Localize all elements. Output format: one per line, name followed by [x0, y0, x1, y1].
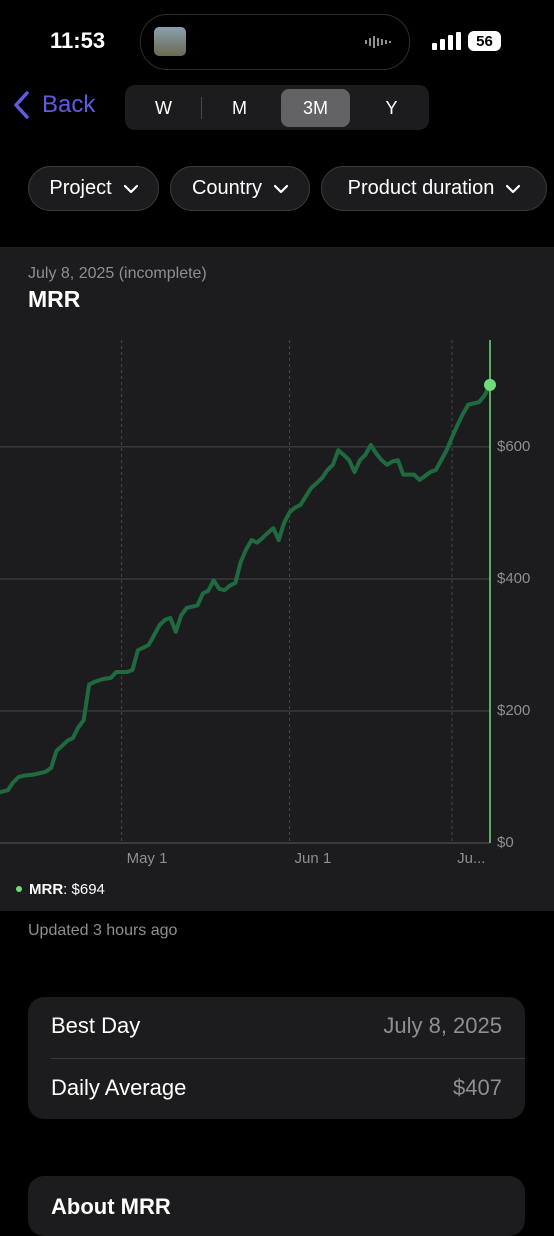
- y-tick-label: $400: [497, 570, 530, 587]
- segment-divider: [201, 97, 202, 119]
- segment[interactable]: Y: [385, 97, 398, 118]
- about-card: About MRR: [28, 1176, 525, 1236]
- segment[interactable]: W: [155, 97, 172, 118]
- chart: July 8, 2025 (incomplete) MRR $0 $200 $400…: [0, 247, 554, 911]
- row-divider: [51, 1058, 525, 1059]
- audio-wave: [365, 36, 391, 48]
- chevron-left: [14, 91, 29, 119]
- segmented-control: W M 3M Y: [125, 85, 429, 130]
- stats-card: Best Day July 8, 2025 Daily Average $407: [28, 997, 525, 1119]
- chevron-down: [506, 184, 521, 193]
- y-tick-label: $0: [497, 834, 514, 851]
- thumbnail: [154, 27, 186, 56]
- legend-swatch: [16, 886, 22, 892]
- stat-value: $407: [453, 1075, 502, 1100]
- legend-value: : $694: [63, 881, 105, 898]
- battery: 56: [468, 31, 501, 51]
- stat-value: July 8, 2025: [383, 1013, 502, 1038]
- chart-title: MRR: [28, 286, 81, 312]
- selected-point: [484, 378, 496, 391]
- screen: {"status": {"time": "11:53", "battery": …: [0, 14, 554, 1236]
- chevron-down: [123, 184, 138, 193]
- chevron-down: [274, 184, 289, 193]
- segment[interactable]: 3M: [281, 89, 350, 127]
- line: [0, 382, 492, 795]
- segment[interactable]: M: [232, 97, 247, 118]
- updated-label: Updated 3 hours ago: [28, 922, 178, 939]
- filter-label: Country: [191, 177, 263, 199]
- filter-button[interactable]: Country: [170, 166, 310, 211]
- signal: [432, 32, 461, 50]
- back-button[interactable]: Back: [12, 90, 95, 120]
- stat-label: Daily Average: [51, 1075, 187, 1100]
- x-tick-label: Jun 1: [295, 850, 332, 867]
- x-tick-label: Ju...: [457, 850, 485, 867]
- filter-button[interactable]: Project: [28, 166, 159, 211]
- filter-button[interactable]: Product duration: [321, 166, 547, 211]
- y-tick-label: $600: [497, 438, 530, 455]
- stat-label: Best Day: [51, 1013, 141, 1038]
- dynamic-island: [140, 14, 410, 70]
- x-tick-label: May 1: [127, 850, 168, 867]
- legend-name: MRR: [29, 881, 63, 898]
- chart-subtitle: July 8, 2025 (incomplete): [28, 265, 207, 282]
- time: 11:53: [50, 28, 106, 53]
- y-tick-label: $200: [497, 702, 530, 719]
- legend: MRR: $694: [29, 881, 105, 898]
- filter-label: Product duration: [347, 177, 495, 199]
- filter-label: Project: [49, 177, 112, 199]
- back-label: Back: [42, 91, 96, 118]
- about-title: About MRR: [51, 1194, 171, 1219]
